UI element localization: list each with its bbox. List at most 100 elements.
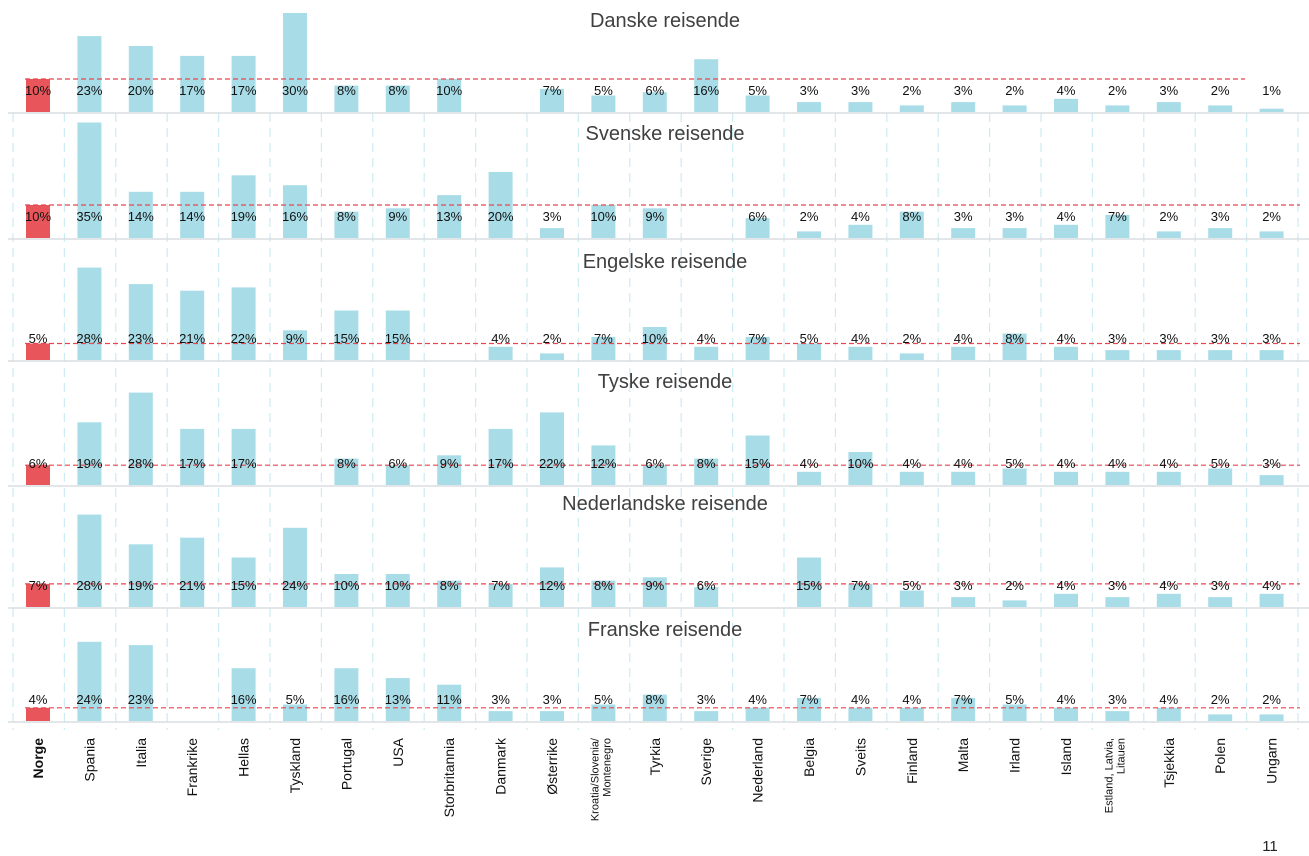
bar-usa	[385, 310, 410, 360]
bar-tsjekkia	[1156, 350, 1181, 360]
value-label: 4%	[954, 331, 973, 346]
value-label: 16%	[231, 692, 257, 707]
bar-norge	[26, 465, 50, 485]
value-label: 8%	[1005, 331, 1024, 346]
value-label: 5%	[748, 83, 767, 98]
value-label: 4%	[1159, 578, 1178, 593]
value-label: 2%	[902, 83, 921, 98]
value-label: 5%	[902, 578, 921, 593]
value-label: 4%	[902, 456, 921, 471]
bar-tyskland	[283, 13, 307, 112]
bar-estland-latvia-litauen	[1105, 471, 1130, 485]
value-label: 4%	[851, 331, 870, 346]
bar-danmark	[488, 583, 513, 607]
value-label: 12%	[539, 578, 565, 593]
value-label: 17%	[231, 456, 257, 471]
bar-irland	[1002, 468, 1027, 485]
value-label: 3%	[1211, 209, 1230, 224]
panel-title: Svenske reisende	[586, 123, 745, 145]
bar-norge	[26, 583, 50, 607]
value-label: 4%	[491, 331, 510, 346]
bar-sverige	[694, 346, 719, 360]
value-label: 5%	[800, 331, 819, 346]
bar-østerrike	[540, 711, 564, 721]
bar-hellas	[231, 668, 256, 721]
bar-belgia	[797, 697, 821, 721]
bar-nederland	[745, 336, 770, 360]
x-tick-label-ungarn: Ungarn	[1264, 738, 1280, 784]
value-label: 4%	[1057, 209, 1076, 224]
bar-sveits	[848, 224, 873, 238]
value-label: 13%	[436, 209, 462, 224]
value-label: 7%	[543, 83, 562, 98]
value-label: 3%	[1108, 578, 1127, 593]
value-label: 2%	[543, 331, 562, 346]
value-label: 22%	[539, 456, 565, 471]
value-label: 3%	[1262, 456, 1281, 471]
value-label: 10%	[847, 456, 873, 471]
x-tick-label-island: Island	[1058, 738, 1074, 775]
bar-island	[1054, 707, 1078, 721]
value-label: 17%	[231, 83, 257, 98]
x-tick-label-tyrkia: Tyrkia	[647, 738, 663, 776]
bar-polen	[1208, 468, 1233, 485]
value-label: 2%	[800, 209, 819, 224]
bar-portugal	[334, 668, 359, 721]
bar-finland	[899, 707, 924, 721]
value-label: 8%	[440, 578, 459, 593]
value-label: 28%	[128, 456, 154, 471]
value-label: 9%	[388, 209, 407, 224]
bar-tsjekkia	[1156, 593, 1181, 607]
x-tick-label-tsjekkia: Tsjekkia	[1161, 738, 1177, 788]
panels: Danske reisende 10% 23% 20% 17% 17% 30% 8% 8% 10%…	[8, 10, 1309, 723]
value-label: 7%	[1108, 209, 1127, 224]
x-tick-label-spania: Spania	[81, 738, 97, 782]
bar-portugal	[334, 310, 359, 360]
bar-hellas	[231, 175, 256, 238]
value-label: 6%	[748, 209, 767, 224]
value-label: 3%	[1159, 83, 1178, 98]
value-label: 20%	[488, 209, 514, 224]
bar-østerrike	[540, 412, 564, 485]
bar-spania	[77, 514, 102, 607]
bar-spania	[77, 122, 102, 238]
x-tick-label-tyskland: Tyskland	[287, 738, 303, 793]
value-label: 16%	[282, 209, 308, 224]
bar-finland	[899, 211, 924, 238]
bar-polen	[1208, 597, 1233, 607]
value-label: 4%	[1057, 331, 1076, 346]
value-label: 35%	[76, 209, 102, 224]
column-grid	[12, 113, 1299, 730]
x-tick-label-usa: USA	[390, 737, 406, 766]
value-label: 16%	[693, 83, 719, 98]
bar-sverige	[694, 587, 719, 607]
bar-tyrkia	[642, 577, 667, 607]
bar-danmark	[488, 711, 513, 721]
bar-ungarn	[1259, 593, 1284, 607]
bar-sveits	[848, 583, 873, 607]
bar-polen	[1208, 105, 1233, 112]
panel-franske-reisende: Franske reisende 4% 24% 23% 16% 5% 16% 13% 11% 3%…	[8, 619, 1309, 723]
value-label: 4%	[1057, 578, 1076, 593]
bar-storbritannia	[437, 684, 462, 721]
panel-tyske-reisende: Tyske reisende 6% 19% 28% 17% 17% 8% 6% 9% 17% 22%…	[8, 371, 1309, 487]
bar-østerrike	[540, 567, 564, 607]
value-label: 3%	[851, 83, 870, 98]
bar-norge	[26, 79, 50, 112]
value-label: 4%	[1057, 692, 1076, 707]
x-tick-label-storbritannia: Storbritannia	[441, 738, 457, 818]
bar-tyskland	[283, 185, 307, 238]
value-label: 9%	[286, 331, 305, 346]
x-tick-label-irland: Irland	[1007, 738, 1023, 773]
bar-sveits	[848, 707, 873, 721]
bar-norge	[26, 707, 50, 721]
panel-svenske-reisende: Svenske reisende 10% 35% 14% 14% 19% 16% 8% 9% 13…	[8, 122, 1309, 240]
bar-sverige	[694, 711, 719, 721]
bar-finland	[899, 471, 924, 485]
value-label: 3%	[1108, 331, 1127, 346]
bar-kroatia-slovenia-montenegro	[591, 704, 616, 721]
bar-tyrkia	[642, 208, 667, 238]
bar-belgia	[797, 557, 821, 607]
value-label: 2%	[902, 331, 921, 346]
bar-island	[1054, 224, 1078, 238]
